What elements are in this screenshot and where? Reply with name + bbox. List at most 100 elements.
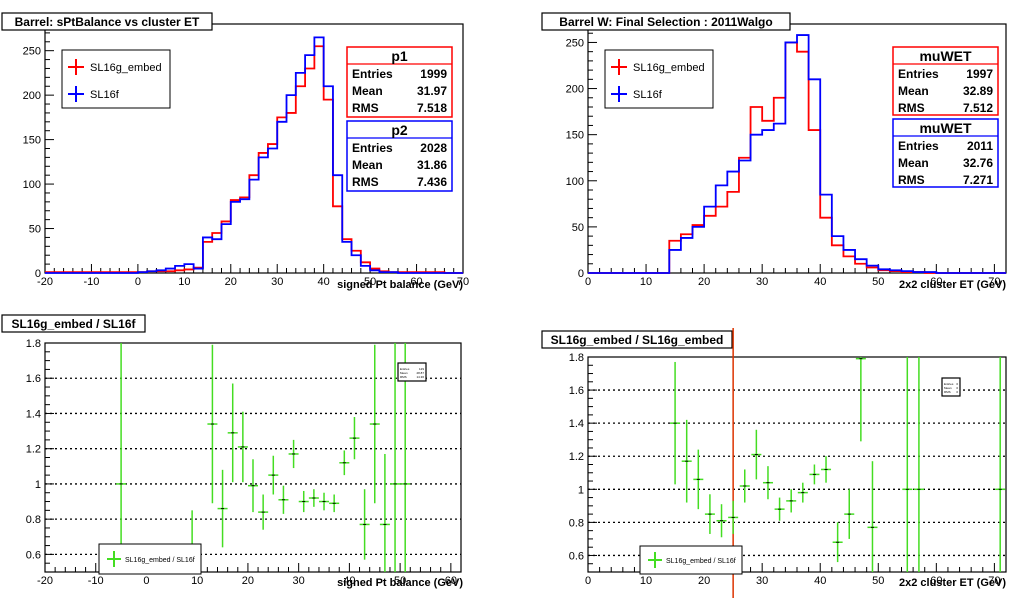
stats-row-value: 7.518 bbox=[417, 101, 447, 115]
chart-title: Barrel W: Final Selection : 2011Walgo bbox=[559, 15, 772, 29]
histogram-line-SL16f bbox=[588, 34, 1006, 274]
x-tick-label: -10 bbox=[83, 276, 99, 288]
x-tick-label: 10 bbox=[640, 575, 652, 587]
stats-box-title: p2 bbox=[391, 122, 408, 138]
x-tick-label: -10 bbox=[88, 575, 104, 587]
x-tick-label: 0 bbox=[143, 575, 149, 587]
stats-row-label: RMS bbox=[352, 175, 379, 189]
y-tick-label: 1.4 bbox=[26, 408, 41, 420]
x-tick-label: -20 bbox=[37, 276, 53, 288]
title-box bbox=[1, 314, 146, 333]
mini-stats-label: Mean bbox=[944, 386, 952, 390]
y-tick-label: 0 bbox=[578, 268, 584, 280]
x-axis-label: 2x2 cluster ET (GeV) bbox=[899, 279, 1006, 291]
y-tick-label: 0.6 bbox=[569, 550, 584, 562]
x-axis-label: signed Pt balance (GeV) bbox=[337, 577, 463, 589]
title-box bbox=[541, 330, 733, 349]
stats-row-value: 7.512 bbox=[963, 101, 993, 115]
y-tick-label: 1.4 bbox=[569, 418, 584, 430]
stats-box-title: muWET bbox=[919, 120, 972, 136]
stats-box bbox=[346, 120, 453, 192]
x-tick-label: 30 bbox=[756, 276, 768, 288]
legend-label: SL16f bbox=[90, 89, 120, 101]
mini-stats-value: 0 bbox=[956, 382, 958, 386]
y-tick-label: 150 bbox=[23, 135, 41, 147]
stats-row-label: Entries bbox=[898, 139, 939, 153]
legend-box bbox=[61, 49, 171, 109]
mini-stats-label: RMS bbox=[944, 390, 951, 394]
x-tick-label: 50 bbox=[872, 575, 884, 587]
stats-box bbox=[892, 118, 999, 188]
stats-row-label: Entries bbox=[352, 67, 393, 81]
x-tick-label: 50 bbox=[364, 276, 376, 288]
y-tick-label: 1.6 bbox=[26, 373, 41, 385]
stats-row-label: Mean bbox=[352, 158, 383, 172]
x-tick-label: 30 bbox=[271, 276, 283, 288]
x-tick-label: 60 bbox=[445, 575, 457, 587]
stats-row-value: 32.76 bbox=[963, 156, 993, 170]
x-tick-label: 30 bbox=[293, 575, 305, 587]
x-tick-label: 0 bbox=[135, 276, 141, 288]
stats-row-label: Entries bbox=[898, 67, 939, 81]
mini-stats-value: 0 bbox=[956, 390, 958, 394]
x-tick-label: 0 bbox=[585, 575, 591, 587]
y-tick-label: 1.2 bbox=[26, 444, 41, 456]
stats-row-value: 31.97 bbox=[417, 84, 447, 98]
legend-label: SL16g_embed / SL16f bbox=[125, 557, 195, 564]
x-tick-label: 60 bbox=[410, 276, 422, 288]
stats-row-label: RMS bbox=[352, 101, 379, 115]
y-tick-label: 100 bbox=[566, 176, 584, 188]
stats-row-value: 1999 bbox=[420, 67, 447, 81]
x-tick-label: 20 bbox=[242, 575, 254, 587]
mini-stats-value: 14.36 bbox=[416, 375, 424, 379]
chart-panel-0: 0 50 100 150 200 250 -20 -10 0 10 20 30 40 50 60 70sign… bbox=[1, 12, 469, 291]
mini-stats-box bbox=[397, 362, 427, 382]
x-tick-label: 40 bbox=[343, 575, 355, 587]
stats-row-value: 7.436 bbox=[417, 175, 447, 189]
stats-row-value: 7.271 bbox=[963, 173, 993, 187]
legend-label: SL16g_embed bbox=[633, 62, 705, 74]
x-tick-label: 10 bbox=[191, 575, 203, 587]
legend-label: SL16f bbox=[633, 89, 663, 101]
y-tick-label: 200 bbox=[566, 84, 584, 96]
y-tick-label: 100 bbox=[23, 179, 41, 191]
mini-stats-label: Entries bbox=[400, 367, 410, 371]
x-tick-label: 0 bbox=[585, 276, 591, 288]
x-tick-label: 30 bbox=[756, 575, 768, 587]
histogram-line-SL16f bbox=[45, 36, 463, 274]
stats-box bbox=[346, 46, 453, 118]
x-tick-label: 20 bbox=[225, 276, 237, 288]
y-tick-label: 1 bbox=[35, 479, 41, 491]
x-tick-label: 50 bbox=[394, 575, 406, 587]
x-tick-label: 10 bbox=[178, 276, 190, 288]
y-tick-label: 50 bbox=[29, 224, 41, 236]
legend-label: SL16g_embed / SL16f bbox=[666, 558, 736, 565]
chart-title: SL16g_embed / SL16f bbox=[11, 317, 136, 331]
y-tick-label: 1.2 bbox=[569, 451, 584, 463]
x-axis-label: signed Pt balance (GeV) bbox=[337, 279, 463, 291]
stats-row-label: Mean bbox=[898, 84, 929, 98]
y-tick-label: 0 bbox=[35, 268, 41, 280]
x-tick-label: 50 bbox=[872, 276, 884, 288]
y-tick-label: 50 bbox=[572, 222, 584, 234]
stats-box-title: p1 bbox=[391, 48, 408, 64]
title-box bbox=[541, 12, 791, 31]
stats-row-value: 31.86 bbox=[417, 158, 447, 172]
stats-row-label: Mean bbox=[898, 156, 929, 170]
mini-stats-label: Mean bbox=[400, 371, 408, 375]
chart-title: Barrel: sPtBalance vs cluster ET bbox=[15, 15, 200, 29]
stats-row-label: Mean bbox=[352, 84, 383, 98]
stats-box-title: muWET bbox=[919, 48, 972, 64]
y-tick-label: 0.8 bbox=[569, 517, 584, 529]
x-tick-label: 70 bbox=[988, 276, 1000, 288]
mini-stats-value: 28.87 bbox=[416, 371, 424, 375]
y-tick-label: 1.8 bbox=[26, 338, 41, 350]
chart-title: SL16g_embed / SL16g_embed bbox=[551, 333, 724, 347]
chart-panel-2: 0.6 0.8 1 1.2 1.4 1.6 1.8 -20 -10 0 10 20 30 40 50 60si… bbox=[1, 314, 463, 589]
mini-stats-value: 129 bbox=[419, 367, 424, 371]
x-tick-label: 70 bbox=[988, 575, 1000, 587]
y-tick-label: 1.8 bbox=[569, 352, 584, 364]
y-tick-label: 1 bbox=[578, 484, 584, 496]
